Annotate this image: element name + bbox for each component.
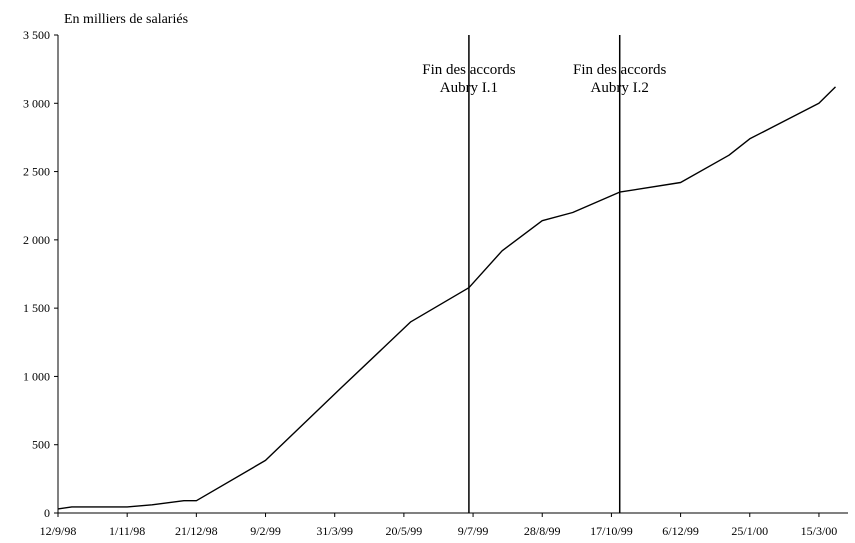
annotation-label: Aubry I.2 — [591, 80, 649, 96]
y-tick-label: 3 000 — [23, 96, 50, 110]
y-tick-label: 500 — [32, 438, 50, 452]
annotations: Fin des accords Aubry I.1 Fin des accords A… — [422, 35, 667, 513]
x-axis: 12/9/98 1/11/98 21/12/98 9/2/99 31/3/99 20/5/… — [40, 512, 848, 538]
y-tick-label: 1 000 — [23, 369, 50, 383]
y-tick-label: 2 500 — [23, 165, 50, 179]
x-tick-label: 21/12/98 — [175, 524, 218, 538]
y-axis: 0 500 1 000 1 500 2 000 2 500 3 000 3 500 — [23, 28, 59, 520]
y-tick-label: 0 — [44, 506, 50, 520]
x-tick-label: 20/5/99 — [386, 524, 423, 538]
x-tick-label: 1/11/98 — [109, 524, 145, 538]
x-tick-label: 6/12/99 — [662, 524, 699, 538]
x-tick-label: 25/1/00 — [731, 524, 768, 538]
annotation-label: Fin des accords — [422, 62, 515, 78]
y-tick-label: 1 500 — [23, 301, 50, 315]
y-tick-label: 3 500 — [23, 28, 50, 42]
series — [57, 86, 836, 510]
x-tick-label: 12/9/98 — [40, 524, 77, 538]
series-line — [57, 86, 836, 510]
x-tick-label: 9/7/99 — [458, 524, 489, 538]
annotation-label: Fin des accords — [573, 62, 666, 78]
annotation-label: Aubry I.1 — [440, 80, 498, 96]
x-tick-label: 31/3/99 — [316, 524, 353, 538]
x-tick-label: 17/10/99 — [590, 524, 633, 538]
x-tick-label: 9/2/99 — [250, 524, 281, 538]
y-tick-label: 2 000 — [23, 233, 50, 247]
x-tick-label: 28/8/99 — [524, 524, 561, 538]
y-axis-unit-label: En milliers de salariés — [64, 12, 188, 27]
x-tick-label: 15/3/00 — [801, 524, 838, 538]
